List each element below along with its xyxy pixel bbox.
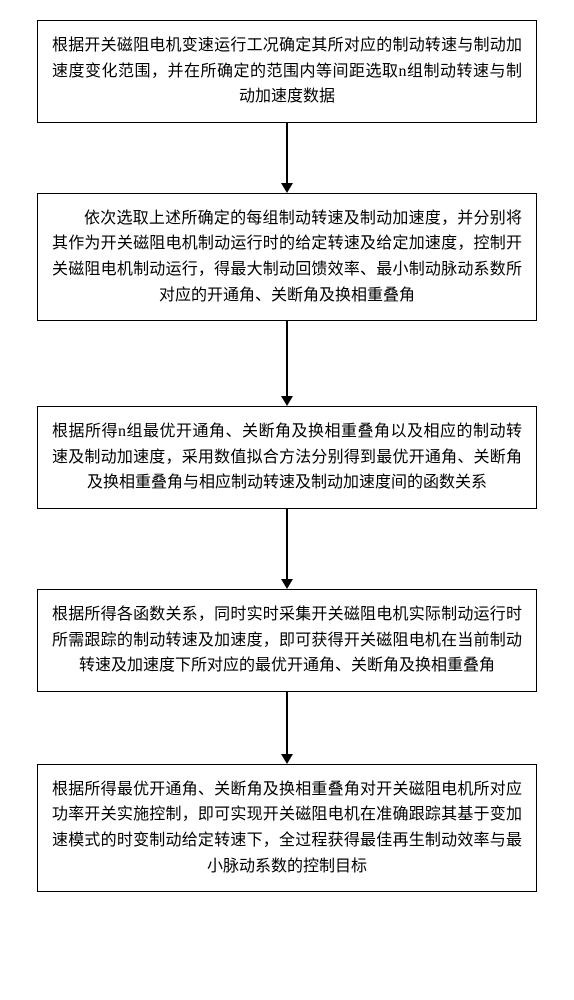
arrow-head-icon	[281, 183, 293, 193]
flowchart-container: 根据开关磁阻电机变速运行工况确定其所对应的制动转速与制动加速度变化范围，并在所确…	[0, 0, 574, 912]
flow-step-1: 根据开关磁阻电机变速运行工况确定其所对应的制动转速与制动加速度变化范围，并在所确…	[37, 20, 537, 123]
flow-arrow-3	[281, 509, 293, 589]
arrow-head-icon	[281, 396, 293, 406]
arrow-line	[286, 692, 288, 754]
flow-arrow-2	[281, 321, 293, 406]
flow-step-2: 依次选取上述所确定的每组制动转速及制动加速度，并分别将其作为开关磁阻电机制动运行…	[37, 193, 537, 321]
flow-arrow-1	[281, 123, 293, 193]
flow-step-5: 根据所得最优开通角、关断角及换相重叠角对开关磁阻电机所对应功率开关实施控制，即可…	[37, 764, 537, 892]
flow-arrow-4	[281, 692, 293, 764]
flow-step-3: 根据所得n组最优开通角、关断角及换相重叠角以及相应的制动转速及制动加速度，采用数…	[37, 406, 537, 509]
arrow-head-icon	[281, 754, 293, 764]
flow-step-4: 根据所得各函数关系，同时实时采集开关磁阻电机实际制动运行时所需跟踪的制动转速及加…	[37, 589, 537, 692]
arrow-head-icon	[281, 579, 293, 589]
arrow-line	[286, 509, 288, 579]
arrow-line	[286, 123, 288, 183]
arrow-line	[286, 321, 288, 396]
